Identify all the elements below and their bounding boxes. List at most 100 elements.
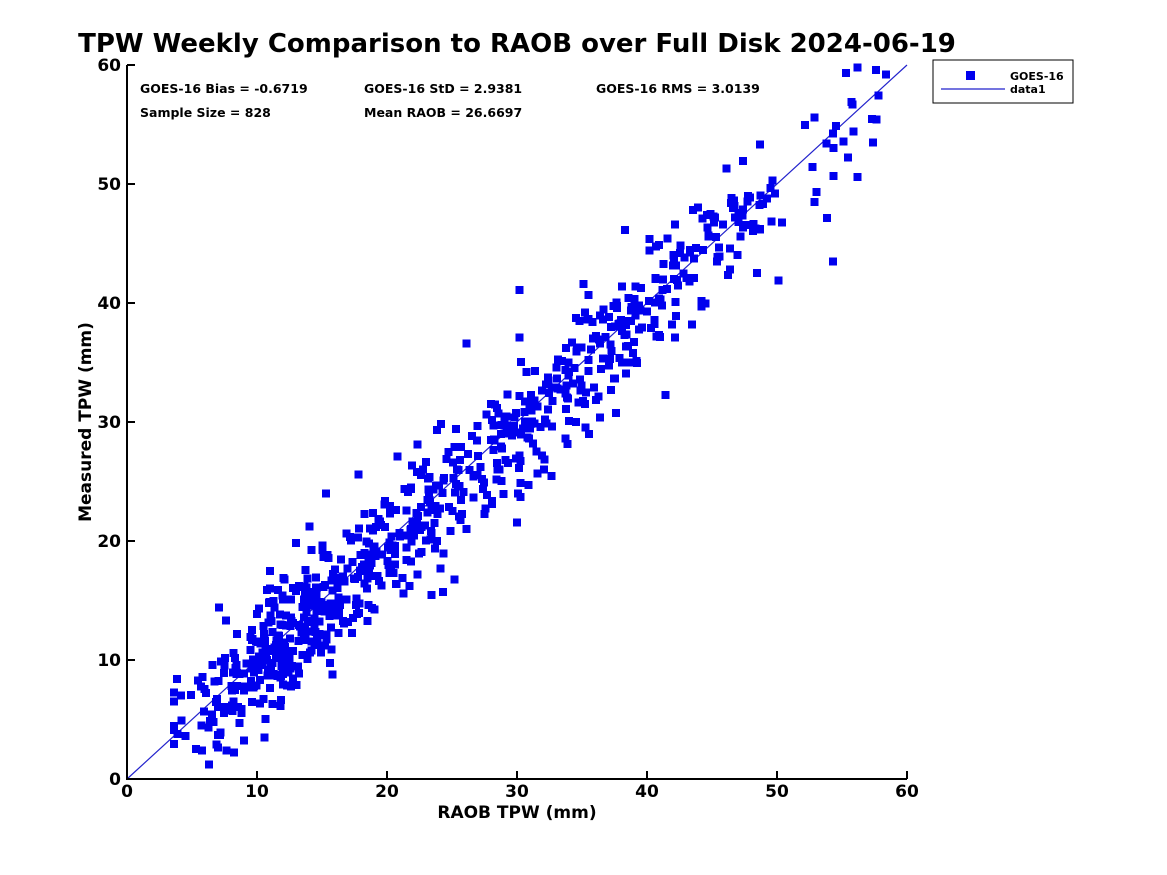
scatter-point bbox=[575, 317, 584, 326]
scatter-point bbox=[256, 699, 265, 708]
scatter-point bbox=[417, 548, 426, 557]
scatter-point bbox=[220, 702, 229, 711]
scatter-point bbox=[413, 518, 422, 527]
scatter-point bbox=[669, 256, 678, 265]
scatter-point bbox=[367, 572, 376, 581]
scatter-point bbox=[632, 358, 641, 367]
scatter-point bbox=[254, 665, 263, 674]
scatter-point bbox=[822, 214, 831, 223]
scatter-point bbox=[521, 417, 530, 426]
scatter-point bbox=[284, 668, 293, 677]
scatter-point bbox=[874, 91, 883, 100]
scatter-point bbox=[689, 274, 698, 283]
scatter-point bbox=[520, 407, 529, 416]
scatter-point bbox=[577, 343, 586, 352]
scatter-point bbox=[298, 650, 307, 659]
scatter-point bbox=[311, 595, 320, 604]
scatter-point bbox=[839, 137, 848, 146]
stat-mean-raob: Mean RAOB = 26.6697 bbox=[364, 105, 522, 120]
scatter-point bbox=[694, 203, 703, 212]
scatter-point bbox=[431, 544, 440, 553]
scatter-point bbox=[450, 488, 459, 497]
scatter-point bbox=[548, 397, 557, 406]
scatter-point bbox=[329, 569, 338, 578]
scatter-point bbox=[327, 623, 336, 632]
scatter-point bbox=[268, 647, 277, 656]
scatter-point bbox=[679, 269, 688, 278]
scatter-point bbox=[581, 388, 590, 397]
scatter-point bbox=[592, 396, 601, 405]
scatter-point bbox=[317, 598, 326, 607]
scatter-point bbox=[316, 648, 325, 657]
scatter-point bbox=[412, 509, 421, 518]
scatter-point bbox=[268, 700, 277, 709]
scatter-point bbox=[319, 552, 328, 561]
scatter-point bbox=[487, 496, 496, 505]
scatter-point bbox=[465, 466, 474, 475]
scatter-point bbox=[386, 509, 395, 518]
scatter-point bbox=[539, 465, 548, 474]
scatter-point bbox=[532, 447, 541, 456]
scatter-point bbox=[360, 579, 369, 588]
scatter-point bbox=[697, 296, 706, 305]
scatter-point bbox=[200, 685, 209, 694]
scatter-point bbox=[595, 335, 604, 344]
scatter-point bbox=[812, 187, 821, 196]
scatter-point bbox=[734, 218, 743, 227]
scatter-point bbox=[553, 374, 562, 383]
scatter-point bbox=[713, 252, 722, 261]
scatter-point bbox=[548, 383, 557, 392]
scatter-point bbox=[487, 399, 496, 408]
x-axis-label: RAOB TPW (mm) bbox=[437, 803, 596, 823]
scatter-point bbox=[266, 566, 274, 575]
scatter-point bbox=[343, 618, 352, 627]
scatter-point bbox=[722, 164, 731, 173]
scatter-point bbox=[562, 393, 571, 402]
scatter-point bbox=[425, 495, 434, 504]
scatter-point bbox=[462, 525, 471, 534]
scatter-point bbox=[528, 417, 537, 426]
scatter-point bbox=[340, 577, 349, 586]
scatter-point bbox=[399, 589, 408, 598]
scatter-point bbox=[285, 651, 294, 660]
scatter-point bbox=[255, 652, 264, 661]
scatter-point bbox=[726, 198, 735, 207]
scatter-point bbox=[853, 63, 862, 72]
scatter-point bbox=[322, 635, 331, 644]
scatter-point bbox=[766, 183, 775, 192]
scatter-point bbox=[298, 603, 307, 612]
scatter-point bbox=[469, 493, 478, 502]
scatter-point bbox=[221, 616, 230, 625]
scatter-point bbox=[612, 298, 621, 307]
scatter-point bbox=[274, 631, 283, 640]
scatter-point bbox=[671, 297, 680, 306]
scatter-point bbox=[267, 616, 276, 625]
scatter-point bbox=[810, 197, 819, 206]
scatter-point bbox=[325, 612, 334, 621]
x-tick-label: 60 bbox=[895, 782, 919, 802]
scatter-point bbox=[418, 465, 427, 474]
scatter-point bbox=[265, 683, 274, 692]
scatter-point bbox=[407, 483, 416, 492]
scatter-point bbox=[410, 531, 419, 540]
legend-label-data1: data1 bbox=[1010, 83, 1046, 96]
scatter-point bbox=[263, 671, 272, 680]
scatter-point bbox=[726, 265, 735, 274]
scatter-point bbox=[671, 220, 680, 229]
scatter-point bbox=[279, 657, 288, 666]
scatter-point bbox=[260, 634, 269, 643]
scatter-point bbox=[255, 676, 264, 685]
scatter-point bbox=[387, 532, 396, 541]
scatter-point bbox=[334, 628, 343, 637]
scatter-point bbox=[609, 374, 618, 383]
scatter-point bbox=[479, 485, 488, 494]
scatter-point bbox=[502, 412, 511, 421]
scatter-point bbox=[456, 495, 465, 504]
scatter-point bbox=[847, 98, 856, 107]
scatter-point bbox=[255, 604, 264, 613]
scatter-point bbox=[584, 291, 593, 300]
scatter-point bbox=[450, 575, 459, 584]
scatter-point bbox=[473, 471, 482, 480]
scatter-point bbox=[630, 295, 639, 304]
scatter-point bbox=[413, 440, 422, 449]
